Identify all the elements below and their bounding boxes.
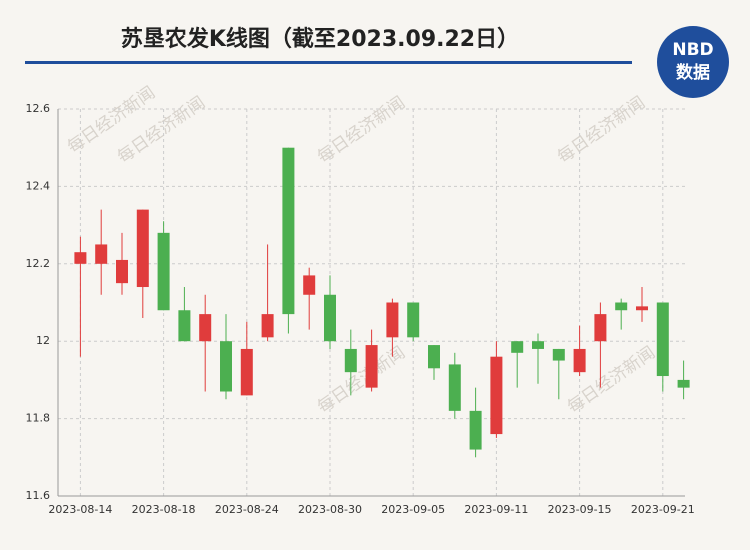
candle-body (240, 348, 253, 396)
y-tick-label: 12.2 (26, 257, 51, 270)
candle-body (365, 345, 378, 388)
candle-body (469, 410, 482, 450)
candle-body (261, 314, 274, 338)
y-tick-label: 12.6 (26, 102, 51, 115)
logo-text: NBD (672, 40, 713, 60)
chart-title: 苏垦农发K线图（截至2023.09.22日） (121, 26, 519, 52)
candle-body (532, 341, 544, 349)
y-tick-label: 12.4 (26, 179, 51, 192)
candle-body (74, 252, 87, 264)
candle-body (615, 302, 628, 311)
x-tick-label: 2023-08-14 (48, 503, 112, 516)
candle-body (490, 356, 503, 435)
candle-body (656, 302, 669, 377)
candle-body (324, 294, 336, 342)
candle-body (386, 302, 399, 338)
candle-body (511, 341, 524, 353)
candle-body (116, 259, 128, 284)
x-tick-label: 2023-09-11 (464, 503, 528, 516)
x-tick-label: 2023-09-21 (631, 503, 695, 516)
candle-body (303, 275, 316, 295)
candle-body (199, 314, 212, 342)
logo (657, 26, 729, 98)
candle-body (448, 364, 461, 411)
candle-body (136, 209, 149, 288)
logo-text: 数据 (676, 62, 710, 83)
x-tick-label: 2023-08-24 (215, 503, 279, 516)
candle-body (95, 244, 108, 264)
x-tick-label: 2023-08-30 (298, 503, 362, 516)
candle-body (677, 379, 690, 388)
candle-body (573, 348, 586, 373)
candle-body (344, 348, 357, 373)
candle-body (428, 345, 440, 369)
candle-body (552, 348, 565, 361)
x-tick-label: 2023-09-05 (381, 503, 445, 516)
title-rule (25, 61, 632, 64)
candle-body (220, 341, 232, 392)
candle-body (407, 302, 420, 338)
x-tick-label: 2023-08-18 (132, 503, 196, 516)
candle-body (636, 306, 648, 311)
candle-body (178, 310, 191, 342)
candle-body (594, 314, 607, 342)
y-tick-label: 11.8 (26, 412, 51, 425)
y-tick-label: 12 (36, 334, 50, 347)
candle-body (282, 147, 295, 315)
y-tick-label: 11.6 (26, 489, 51, 502)
x-tick-label: 2023-09-15 (548, 503, 612, 516)
candle-body (157, 232, 170, 311)
